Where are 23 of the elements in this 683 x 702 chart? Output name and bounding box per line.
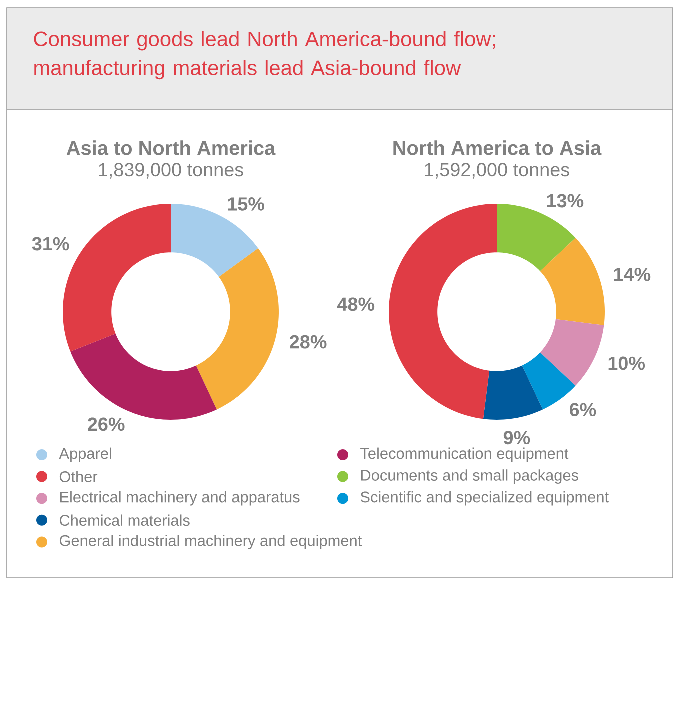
chart-title: Asia to North America bbox=[66, 140, 276, 156]
data-label: 6% bbox=[570, 403, 596, 417]
data-label: 48% bbox=[337, 298, 375, 312]
data-label: 9% bbox=[504, 431, 530, 445]
chart-subtitle: 1,592,000 tonnes bbox=[425, 163, 570, 179]
legend-label: Scientific and specialized equipment bbox=[360, 491, 609, 506]
chart-title: North America to Asia bbox=[394, 140, 602, 156]
data-label: 26% bbox=[88, 418, 125, 432]
legend-label: Chemical materials bbox=[60, 514, 190, 526]
data-label: 28% bbox=[290, 335, 327, 349]
legend-label: Other bbox=[60, 471, 98, 482]
data-label: 15% bbox=[228, 198, 264, 211]
legend-label: Electrical machinery and apparatus bbox=[60, 491, 300, 506]
data-label: 13% bbox=[547, 194, 584, 208]
legend-label: General industrial machinery and equipment bbox=[60, 535, 362, 550]
legend-label: Documents and small packages bbox=[361, 470, 578, 484]
chart-subtitle: 1,839,000 tonnes bbox=[99, 163, 244, 179]
data-label: 31% bbox=[32, 237, 70, 251]
data-label: 14% bbox=[614, 268, 651, 282]
legend-label: Telecommunication equipment bbox=[360, 448, 569, 462]
data-label: 10% bbox=[608, 356, 646, 370]
legend-label: Apparel bbox=[59, 448, 112, 462]
text: Consumer goods lead North America-bound flow; manufacturing materials lead Asia-bound flow bbox=[34, 31, 496, 80]
